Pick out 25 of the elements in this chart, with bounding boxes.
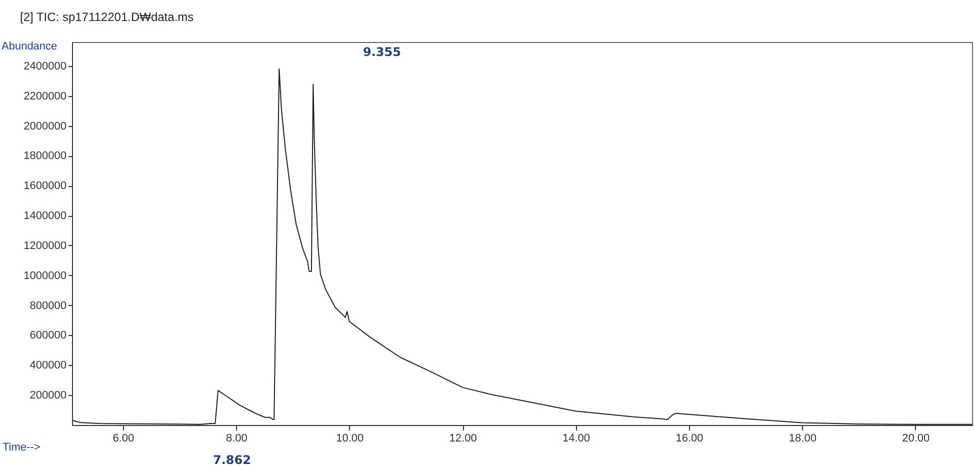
x-axis-title: Time--> (2, 442, 40, 454)
y-tick-label: 800000 (30, 300, 66, 312)
chart-title: [2] TIC: sp17112201.D₩data.ms (20, 10, 194, 24)
text: 7.862 (213, 453, 251, 467)
y-axis-title: Abundance (2, 40, 58, 52)
x-tick-label: 14.00 (562, 432, 590, 444)
x-tick-label: 6.00 (112, 432, 134, 444)
y-tick-label: 400000 (30, 360, 66, 372)
y-tick-label: 1800000 (24, 150, 66, 162)
y-tick-label: 200000 (30, 390, 66, 402)
annotation: 9.355 (363, 45, 401, 59)
x-tick-label: 10.00 (336, 432, 364, 444)
y-tick-label: 2200000 (24, 90, 66, 102)
y-tick-label: 600000 (30, 330, 66, 342)
x-tick-label: 18.00 (788, 432, 816, 444)
y-tick-label: 1000000 (24, 270, 66, 282)
y-tick-label: 1200000 (24, 240, 66, 252)
y-tick-label: 2400000 (24, 60, 66, 72)
x-tick-label: 8.00 (226, 432, 248, 444)
x-tick-label: 20.00 (902, 432, 930, 444)
x-tick-label: 16.00 (676, 432, 704, 444)
x-tick-label: 12.00 (449, 432, 477, 444)
y-tick-label: 2000000 (24, 120, 66, 132)
y-tick-label: 1600000 (24, 180, 66, 192)
y-tick-label: 1400000 (24, 210, 66, 222)
